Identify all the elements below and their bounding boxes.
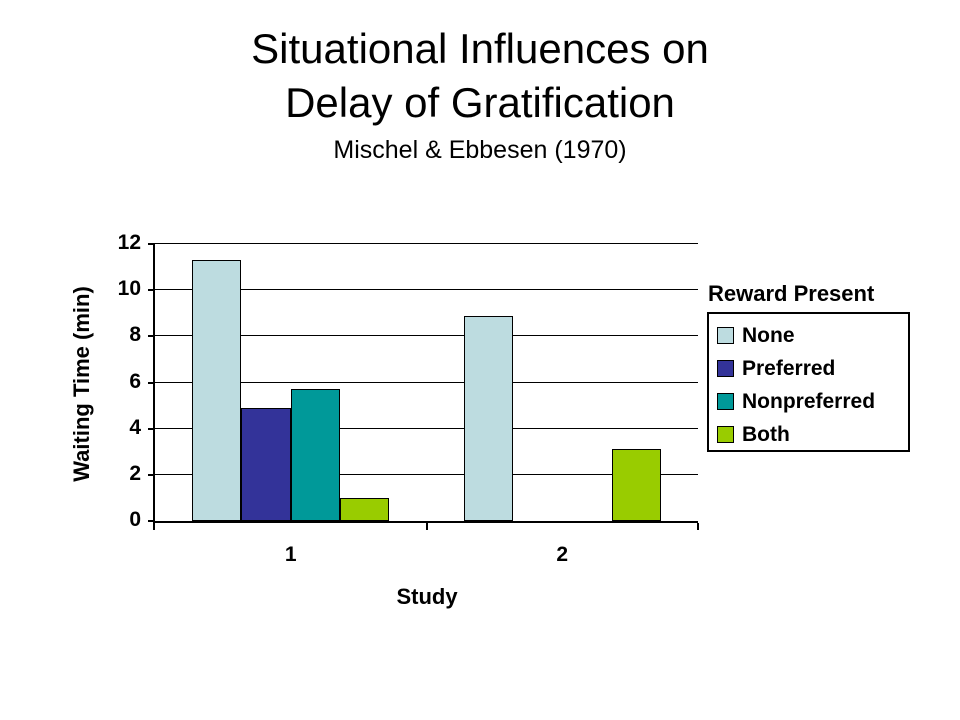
gridline-4 [155,427,698,429]
y-tick-label: 4 [129,415,141,439]
legend-label-none: None [742,323,795,347]
legend-item-both: Both [717,418,908,451]
legend: None Preferred Nonpreferred Both [707,312,910,452]
y-axis-tick [148,335,155,338]
y-tick-label: 10 [117,277,141,301]
x-category-label-1: 1 [284,543,297,566]
y-axis-tick [148,473,155,476]
legend-label-nonpreferred: Nonpreferred [742,389,876,413]
legend-item-nonpreferred: Nonpreferred [717,385,908,418]
bar-none-study-1 [192,260,242,521]
gridline-12 [155,243,698,244]
legend-swatch-none [717,327,734,344]
bar-preferred-study-1 [241,407,291,521]
legend-item-preferred: Preferred [717,352,908,385]
gridline-8 [155,335,698,337]
bar-nonpreferred-study-1 [290,389,341,521]
legend-swatch-preferred [717,360,734,377]
y-tick-label: 6 [129,369,141,393]
y-axis-tick [148,243,155,245]
legend-item-none: None [717,319,908,352]
gridline-6 [155,381,698,383]
x-axis-tick-1 [425,523,428,530]
y-tick-label: 0 [129,508,141,531]
bar-both-study-2 [611,449,661,521]
x-axis-tick-2 [697,523,699,530]
title-line-1: Situational Influences on [251,25,709,72]
legend-label-both: Both [742,422,790,446]
x-axis-title: Study [396,584,458,609]
legend-swatch-nonpreferred [717,393,734,410]
gridline-10 [155,289,698,291]
y-tick-label: 12 [117,231,141,254]
slide-title: Situational Influences on Delay of Grati… [0,22,960,130]
x-axis-line [153,521,698,523]
y-axis-tick [148,520,155,522]
x-axis-tick-0 [153,523,155,530]
bar-none-study-2 [463,315,513,521]
y-axis-tick [148,427,155,430]
y-axis-tick [148,289,155,292]
gridline-2 [155,473,698,475]
legend-title: Reward Present [708,281,875,306]
legend-label-preferred: Preferred [742,356,836,380]
legend-swatch-both [717,426,734,443]
slide-subtitle: Mischel & Ebbesen (1970) [333,136,627,164]
title-line-2: Delay of Gratification [285,79,675,126]
y-tick-label: 2 [129,461,141,485]
y-axis-title: Waiting Time (min) [69,286,94,482]
bar-both-study-1 [340,497,390,521]
y-axis-tick [148,381,155,384]
y-tick-label: 8 [129,323,141,347]
x-category-label-2: 2 [556,543,569,566]
y-axis-line [153,244,155,523]
